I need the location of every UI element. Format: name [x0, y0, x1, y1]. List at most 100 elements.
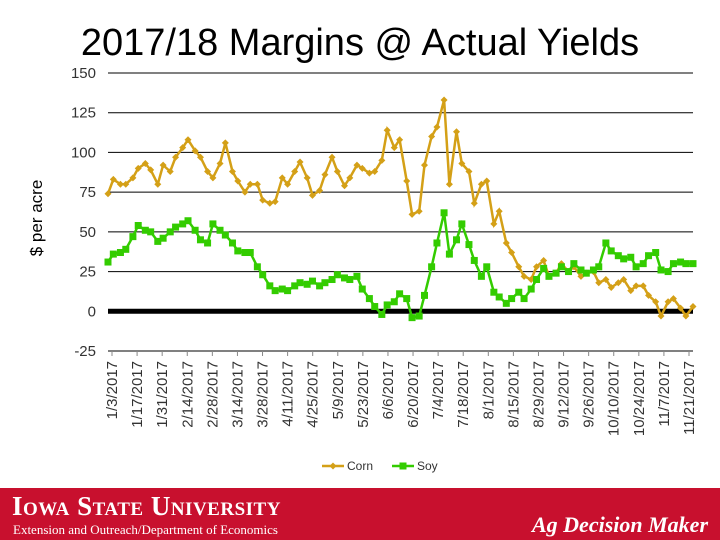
soy-point	[358, 285, 366, 293]
corn-point	[284, 180, 292, 188]
corn-point	[134, 164, 142, 172]
corn-point	[172, 153, 180, 161]
corn-point	[266, 199, 274, 207]
soy-point	[328, 276, 336, 284]
corn-point	[639, 282, 647, 290]
corn-point	[645, 291, 653, 299]
corn-point	[333, 167, 341, 175]
soy-point	[533, 276, 541, 284]
corn-point	[147, 166, 155, 174]
corn-point	[495, 207, 503, 215]
x-tick-label: 8/15/2017	[505, 361, 522, 428]
corn-point	[296, 158, 304, 166]
soy-point	[191, 226, 199, 234]
soy-point	[241, 249, 249, 257]
corn-point	[241, 188, 249, 196]
soy-point	[545, 272, 553, 280]
x-tick-label: 10/24/2017	[631, 361, 648, 436]
y-tick-label: 25	[79, 264, 96, 281]
corn-point	[316, 187, 324, 195]
corn-point	[445, 180, 453, 188]
soy-point	[645, 252, 653, 260]
soy-point	[540, 264, 548, 272]
legend-marker	[329, 462, 337, 470]
y-tick-label: 150	[71, 65, 96, 82]
y-tick-label: 75	[79, 184, 96, 201]
corn-point	[383, 126, 391, 134]
soy-point	[316, 282, 324, 290]
soy-point	[378, 310, 386, 318]
corn-point	[415, 207, 423, 215]
corn-point	[602, 276, 610, 284]
x-tick-label: 11/7/2017	[656, 361, 673, 427]
soy-point	[209, 220, 217, 228]
corn-point	[216, 160, 224, 168]
x-tick-label: 2/14/2017	[179, 361, 196, 428]
soy-point	[614, 252, 622, 260]
soy-point	[129, 233, 137, 241]
corn-point	[129, 174, 137, 182]
x-tick-label: 1/3/2017	[104, 361, 121, 419]
x-tick-label: 6/6/2017	[380, 361, 397, 419]
soy-point	[677, 258, 685, 266]
y-tick-label: 50	[79, 224, 96, 241]
corn-point	[179, 144, 187, 152]
corn-point	[353, 161, 361, 169]
corn-point	[408, 210, 416, 218]
corn-point	[669, 295, 677, 303]
x-tick-label: 4/25/2017	[305, 361, 322, 428]
soy-point	[346, 276, 354, 284]
soy-point	[246, 249, 254, 257]
corn-point	[632, 282, 640, 290]
soy-point	[453, 236, 461, 244]
x-tick-label: 5/9/2017	[330, 361, 347, 419]
corn-point	[677, 304, 685, 312]
corn-point	[540, 256, 548, 264]
corn-point	[291, 167, 299, 175]
x-tick-label: 4/11/2017	[280, 361, 297, 427]
soy-point	[104, 258, 112, 266]
corn-point	[328, 153, 336, 161]
corn-point	[533, 263, 541, 271]
corn-point	[614, 279, 622, 287]
soy-point	[403, 295, 411, 303]
legend-label: Soy	[417, 459, 438, 473]
soy-point	[440, 209, 448, 217]
soy-point	[589, 266, 597, 274]
corn-point	[607, 283, 615, 291]
soy-point	[433, 239, 441, 247]
legend-label: Corn	[347, 459, 373, 473]
soy-point	[266, 282, 274, 290]
x-tick-label: 9/12/2017	[556, 361, 573, 428]
soy-point	[109, 250, 117, 258]
soy-point	[421, 291, 429, 299]
legend-item-soy: Soy	[392, 459, 438, 473]
corn-point	[191, 147, 199, 155]
soy-point	[664, 268, 672, 276]
corn-point	[515, 263, 523, 271]
soy-point	[502, 299, 510, 307]
soy-point	[565, 268, 573, 276]
x-tick-label: 6/20/2017	[405, 361, 422, 428]
soy-point	[184, 217, 192, 225]
soy-point	[390, 298, 398, 306]
corn-point	[502, 239, 510, 247]
soy-point	[483, 263, 491, 271]
corn-point	[246, 180, 254, 188]
soy-point	[154, 237, 162, 245]
soy-point	[557, 263, 565, 271]
x-tick-label: 10/10/2017	[606, 361, 623, 436]
soy-point	[620, 255, 628, 263]
corn-point	[470, 199, 478, 207]
soy-point	[490, 288, 498, 296]
corn-point	[116, 180, 124, 188]
soy-point	[383, 301, 391, 309]
soy-point	[284, 287, 292, 295]
soy-point	[627, 253, 635, 261]
corn-point	[595, 279, 603, 287]
soy-point	[179, 220, 187, 228]
corn-point	[204, 167, 212, 175]
x-tick-label: 1/17/2017	[129, 361, 146, 428]
series-soy	[104, 209, 697, 322]
